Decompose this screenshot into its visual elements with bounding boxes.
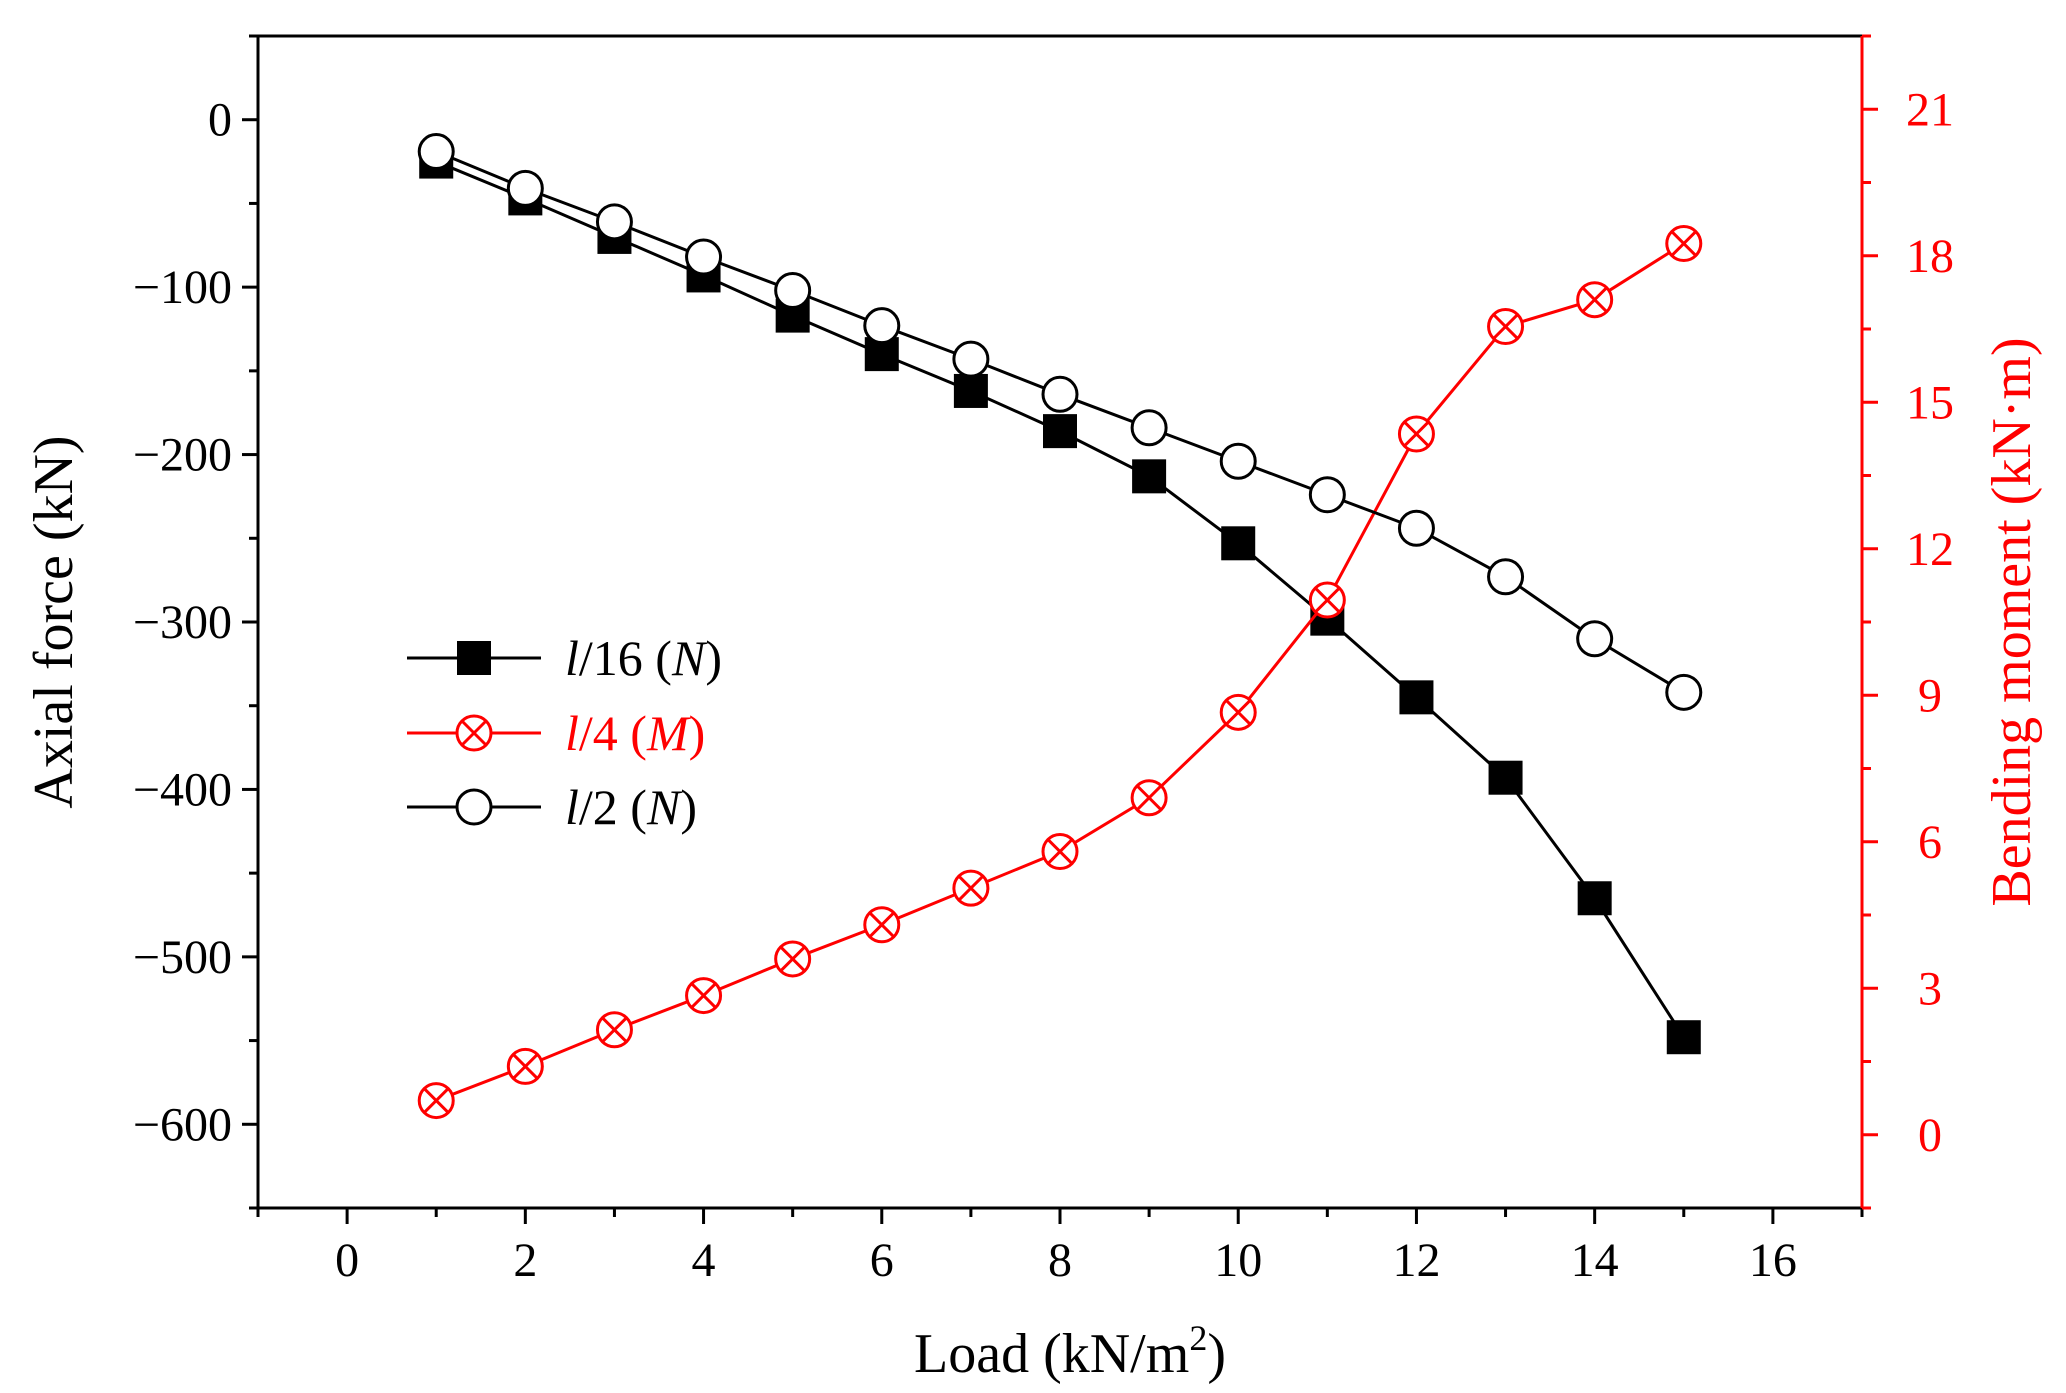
y-right-tick-label: 15: [1906, 376, 1954, 429]
series-line: [435, 160, 1686, 1039]
y-left-tick-label: 0: [208, 94, 232, 147]
marker-cross: [957, 875, 984, 902]
data-point: [417, 133, 455, 171]
axes: 0 2 4 6 8 10 12 14 16 0 −100 −200 −300 −400 −500 −600 0 3…: [23, 34, 2043, 1385]
marker-cross: [601, 1016, 628, 1043]
marker-cross: [423, 1087, 450, 1114]
y-left-tick-label: −400: [133, 763, 232, 816]
series-l4-moment: [417, 225, 1703, 1120]
data-point: [506, 1047, 544, 1085]
y-right-axis-title: Bending moment (kN·m): [1981, 337, 2043, 906]
x-tick-label: 6: [870, 1234, 894, 1287]
x-tick-label: 16: [1749, 1234, 1797, 1287]
marker-cross: [1670, 230, 1697, 257]
data-point: [1041, 833, 1079, 871]
legend-entry: l/16 (N): [407, 630, 722, 686]
data-point: [1487, 308, 1525, 346]
y-right-tick-label: 12: [1906, 523, 1954, 576]
y-right-tick-label: 9: [1918, 669, 1942, 722]
legend: l/16 (N) l/4 (M) l/2 (N): [407, 630, 722, 835]
data-point: [1666, 1020, 1701, 1055]
y-left-tick-label: −600: [133, 1098, 232, 1151]
x-tick-label: 10: [1214, 1234, 1262, 1287]
marker-cross: [1492, 313, 1519, 340]
data-point: [1576, 620, 1614, 658]
marker-cross: [690, 982, 717, 1009]
data-point: [1219, 442, 1257, 480]
y-right-tick-label: 18: [1906, 230, 1954, 283]
y-left-axis-title: Axial force (kN): [23, 435, 85, 808]
x-tick-label: 2: [513, 1234, 537, 1287]
data-point: [1665, 673, 1703, 711]
marker-cross: [1136, 784, 1163, 811]
y-right-tick-label: 3: [1918, 962, 1942, 1015]
data-point: [1041, 375, 1079, 413]
y-left-tick-label: −500: [133, 931, 232, 984]
legend-label: l/2 (N): [565, 779, 697, 835]
marker-cross: [1403, 420, 1430, 448]
data-point: [595, 1011, 633, 1049]
data-point: [1488, 760, 1523, 795]
data-point: [1577, 881, 1612, 916]
y-left-tick-label: −100: [133, 261, 232, 314]
data-point: [1219, 693, 1257, 731]
marker-cross: [1581, 286, 1608, 313]
legend-label: l/4 (M): [565, 705, 705, 761]
data-point: [1132, 459, 1167, 494]
data-point: [595, 203, 633, 241]
x-axis-title: Load (kN/m2): [914, 1318, 1226, 1385]
series-l16-axial: [419, 144, 1701, 1055]
marker-cross: [512, 1053, 539, 1080]
legend-entry: l/4 (M): [407, 705, 705, 761]
data-point: [774, 940, 812, 978]
x-tick-label: 12: [1392, 1234, 1440, 1287]
y-right-tick-label: 0: [1918, 1109, 1942, 1162]
x-tick-label: 8: [1048, 1234, 1072, 1287]
legend-marker: [455, 714, 493, 752]
y-left-tick-label: −300: [133, 596, 232, 649]
data-point: [1576, 281, 1614, 319]
series-l2-axial: [417, 133, 1703, 711]
series-layer: [417, 133, 1703, 1120]
legend-entry: l/2 (N): [407, 779, 697, 835]
marker-cross: [868, 911, 895, 938]
data-point: [1665, 225, 1703, 263]
data-point: [1221, 526, 1256, 561]
x-tick-label: 4: [692, 1234, 716, 1287]
data-point: [1397, 509, 1435, 547]
data-point: [1130, 779, 1168, 817]
y-right-tick-label: 6: [1918, 816, 1942, 869]
legend-marker: [457, 641, 491, 675]
data-point: [417, 1082, 455, 1120]
marker-cross: [460, 719, 488, 747]
data-point: [1399, 680, 1434, 715]
data-point: [685, 977, 723, 1015]
legend-label: l/16 (N): [565, 630, 722, 686]
data-point: [953, 373, 988, 408]
data-point: [1308, 476, 1346, 514]
data-point: [1130, 409, 1168, 447]
marker-cross: [779, 945, 806, 973]
data-point: [685, 238, 723, 276]
data-point: [952, 869, 990, 907]
x-tick-label: 0: [335, 1234, 359, 1287]
data-point: [774, 271, 812, 309]
marker-cross: [1225, 699, 1252, 726]
legend-marker: [455, 788, 493, 826]
data-point: [1043, 414, 1077, 449]
data-point: [1487, 558, 1525, 596]
data-point: [952, 340, 990, 378]
marker-cross: [1314, 586, 1341, 614]
data-point: [863, 307, 901, 345]
y-left-tick-label: −200: [133, 429, 232, 482]
data-point: [506, 169, 544, 207]
data-point: [1397, 415, 1435, 453]
x-tick-label: 14: [1571, 1234, 1619, 1287]
marker-cross: [1046, 838, 1074, 865]
data-point: [863, 906, 901, 944]
y-right-tick-label: 21: [1906, 83, 1954, 136]
data-point: [1308, 581, 1346, 619]
